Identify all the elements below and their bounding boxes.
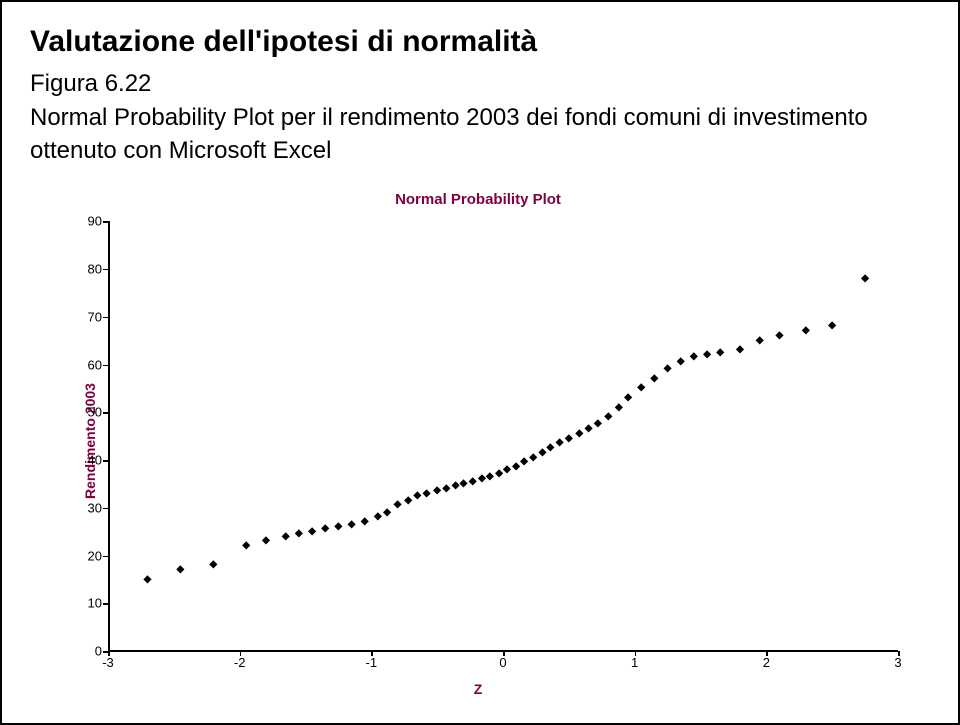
data-point: ◆ — [529, 453, 537, 463]
data-point: ◆ — [594, 419, 602, 429]
data-point: ◆ — [703, 350, 711, 360]
data-point: ◆ — [520, 457, 528, 467]
plot-area: 0102030405060708090-3-2-10123◆◆◆◆◆◆◆◆◆◆◆… — [108, 221, 898, 651]
y-tick-label: 40 — [88, 453, 102, 468]
data-point: ◆ — [433, 486, 441, 496]
y-axis-label: Rendimento 2003 — [82, 383, 98, 499]
y-tick-label: 90 — [88, 214, 102, 229]
data-point: ◆ — [242, 541, 250, 551]
y-tick — [103, 460, 108, 462]
y-tick-label: 80 — [88, 261, 102, 276]
data-point: ◆ — [443, 484, 451, 494]
y-tick-label: 20 — [88, 548, 102, 563]
data-point: ◆ — [423, 489, 431, 499]
data-point: ◆ — [383, 508, 391, 518]
data-point: ◆ — [495, 469, 503, 479]
data-point: ◆ — [321, 524, 329, 534]
data-point: ◆ — [452, 481, 460, 491]
y-tick — [103, 508, 108, 510]
data-point: ◆ — [802, 326, 810, 336]
x-tick-label: 0 — [499, 655, 506, 670]
data-point: ◆ — [615, 403, 623, 413]
data-point: ◆ — [374, 512, 382, 522]
y-tick-label: 30 — [88, 500, 102, 515]
data-point: ◆ — [394, 500, 402, 510]
data-point: ◆ — [861, 274, 869, 284]
data-point: ◆ — [604, 412, 612, 422]
data-point: ◆ — [585, 424, 593, 434]
y-tick — [103, 221, 108, 223]
data-point: ◆ — [282, 532, 290, 542]
data-point: ◆ — [348, 520, 356, 530]
figure-number: Figura 6.22 — [30, 68, 930, 100]
data-point: ◆ — [547, 443, 555, 453]
slide-frame: Valutazione dell'ipotesi di normalità Fi… — [0, 0, 960, 725]
data-point: ◆ — [677, 357, 685, 367]
data-point: ◆ — [144, 575, 152, 585]
x-tick-label: 3 — [894, 655, 901, 670]
y-tick-label: 60 — [88, 357, 102, 372]
data-point: ◆ — [651, 374, 659, 384]
data-point: ◆ — [716, 348, 724, 358]
data-point: ◆ — [512, 462, 520, 472]
y-tick-label: 50 — [88, 405, 102, 420]
data-point: ◆ — [308, 527, 316, 537]
y-tick — [103, 269, 108, 271]
data-point: ◆ — [624, 393, 632, 403]
data-point: ◆ — [469, 477, 477, 487]
x-tick-label: 1 — [631, 655, 638, 670]
data-point: ◆ — [736, 345, 744, 355]
y-tick — [103, 412, 108, 414]
data-point: ◆ — [565, 434, 573, 444]
figure-caption: Normal Probability Plot per il rendiment… — [30, 102, 930, 167]
chart-title: Normal Probability Plot — [38, 191, 918, 208]
data-point: ◆ — [404, 496, 412, 506]
y-tick — [103, 556, 108, 558]
data-point: ◆ — [335, 522, 343, 532]
y-tick — [103, 317, 108, 319]
data-point: ◆ — [637, 383, 645, 393]
data-point: ◆ — [177, 565, 185, 575]
data-point: ◆ — [460, 479, 468, 489]
y-tick-label: 70 — [88, 309, 102, 324]
data-point: ◆ — [576, 429, 584, 439]
data-point: ◆ — [756, 336, 764, 346]
data-point: ◆ — [690, 352, 698, 362]
data-point: ◆ — [414, 491, 422, 501]
y-tick — [103, 365, 108, 367]
y-tick-label: 0 — [95, 644, 102, 659]
y-tick-label: 10 — [88, 596, 102, 611]
x-axis-label: Z — [38, 681, 918, 697]
x-tick-label: -3 — [102, 655, 114, 670]
data-point: ◆ — [828, 321, 836, 331]
data-point: ◆ — [478, 474, 486, 484]
data-point: ◆ — [539, 448, 547, 458]
data-point: ◆ — [209, 560, 217, 570]
data-point: ◆ — [664, 364, 672, 374]
data-point: ◆ — [361, 517, 369, 527]
probability-plot-chart: Normal Probability Plot Rendimento 2003 … — [38, 191, 918, 691]
page-title: Valutazione dell'ipotesi di normalità — [30, 24, 930, 60]
x-tick-label: -2 — [234, 655, 246, 670]
data-point: ◆ — [556, 438, 564, 448]
y-axis-line — [108, 221, 110, 651]
data-point: ◆ — [503, 465, 511, 475]
data-point: ◆ — [776, 331, 784, 341]
data-point: ◆ — [262, 536, 270, 546]
data-point: ◆ — [295, 529, 303, 539]
y-tick — [103, 603, 108, 605]
x-tick-label: -1 — [366, 655, 378, 670]
x-tick-label: 2 — [763, 655, 770, 670]
data-point: ◆ — [486, 472, 494, 482]
